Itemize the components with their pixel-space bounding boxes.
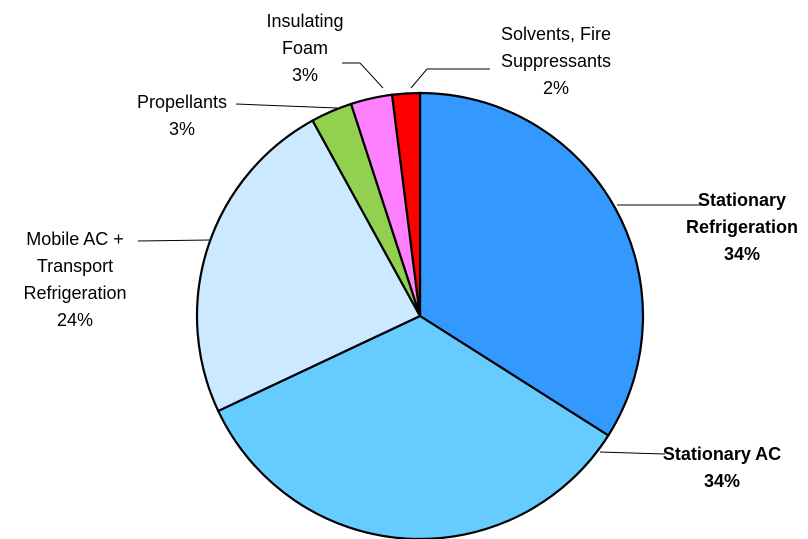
slice-label-mobile-ac-transport-refrigeration: Mobile AC + Transport Refrigeration 24% xyxy=(23,229,126,330)
slice-name-line: Stationary AC xyxy=(663,444,781,464)
slice-value-label: 34% xyxy=(724,244,760,264)
slice-name-line: Refrigeration xyxy=(23,283,126,303)
slice-labels: Stationary Refrigeration 34% Stationary AC 3… xyxy=(23,11,798,491)
slice-name-line: Solvents, Fire xyxy=(501,24,611,44)
slice-name-line: Refrigeration xyxy=(686,217,798,237)
leader-lines xyxy=(137,62,705,455)
pie-slice-stationary-refrigeration xyxy=(418,91,645,438)
slice-label-insulating-foam: Insulating Foam 3% xyxy=(266,11,343,85)
slice-label-stationary-ac: Stationary AC 34% xyxy=(663,444,781,491)
slice-name-line: Mobile AC + xyxy=(26,229,124,249)
slice-label-stationary-refrigeration: Stationary Refrigeration 34% xyxy=(686,190,798,264)
slice-name-line: Insulating xyxy=(266,11,343,31)
slice-value-label: 2% xyxy=(543,78,569,98)
pie-slice-stationary-ac xyxy=(216,314,610,539)
leader-line-insulating-foam xyxy=(342,62,384,89)
slice-name-line: Stationary xyxy=(698,190,786,210)
leader-line-stationary-ac xyxy=(599,451,666,455)
leader-line-mobile-ac-transport-refrigeration xyxy=(137,239,211,242)
slice-value-label: 24% xyxy=(57,310,93,330)
slice-name-line: Foam xyxy=(282,38,328,58)
slice-value-label: 34% xyxy=(704,471,740,491)
slice-label-solvents-fire-suppressants: Solvents, Fire Suppressants 2% xyxy=(501,24,611,98)
leader-line-solvents-fire-suppressants xyxy=(410,68,490,89)
leader-line-propellants xyxy=(235,103,338,109)
slice-label-propellants: Propellants 3% xyxy=(137,92,227,139)
slice-name-line: Suppressants xyxy=(501,51,611,71)
slice-name-line: Transport xyxy=(37,256,113,276)
pie-slices xyxy=(195,91,645,539)
slice-name-line: Propellants xyxy=(137,92,227,112)
pie-slice-mobile-ac-transport-refrigeration xyxy=(195,119,422,413)
pie-slice-solvents-fire-suppressants xyxy=(390,91,422,317)
slice-value-label: 3% xyxy=(292,65,318,85)
slice-value-label: 3% xyxy=(169,119,195,139)
